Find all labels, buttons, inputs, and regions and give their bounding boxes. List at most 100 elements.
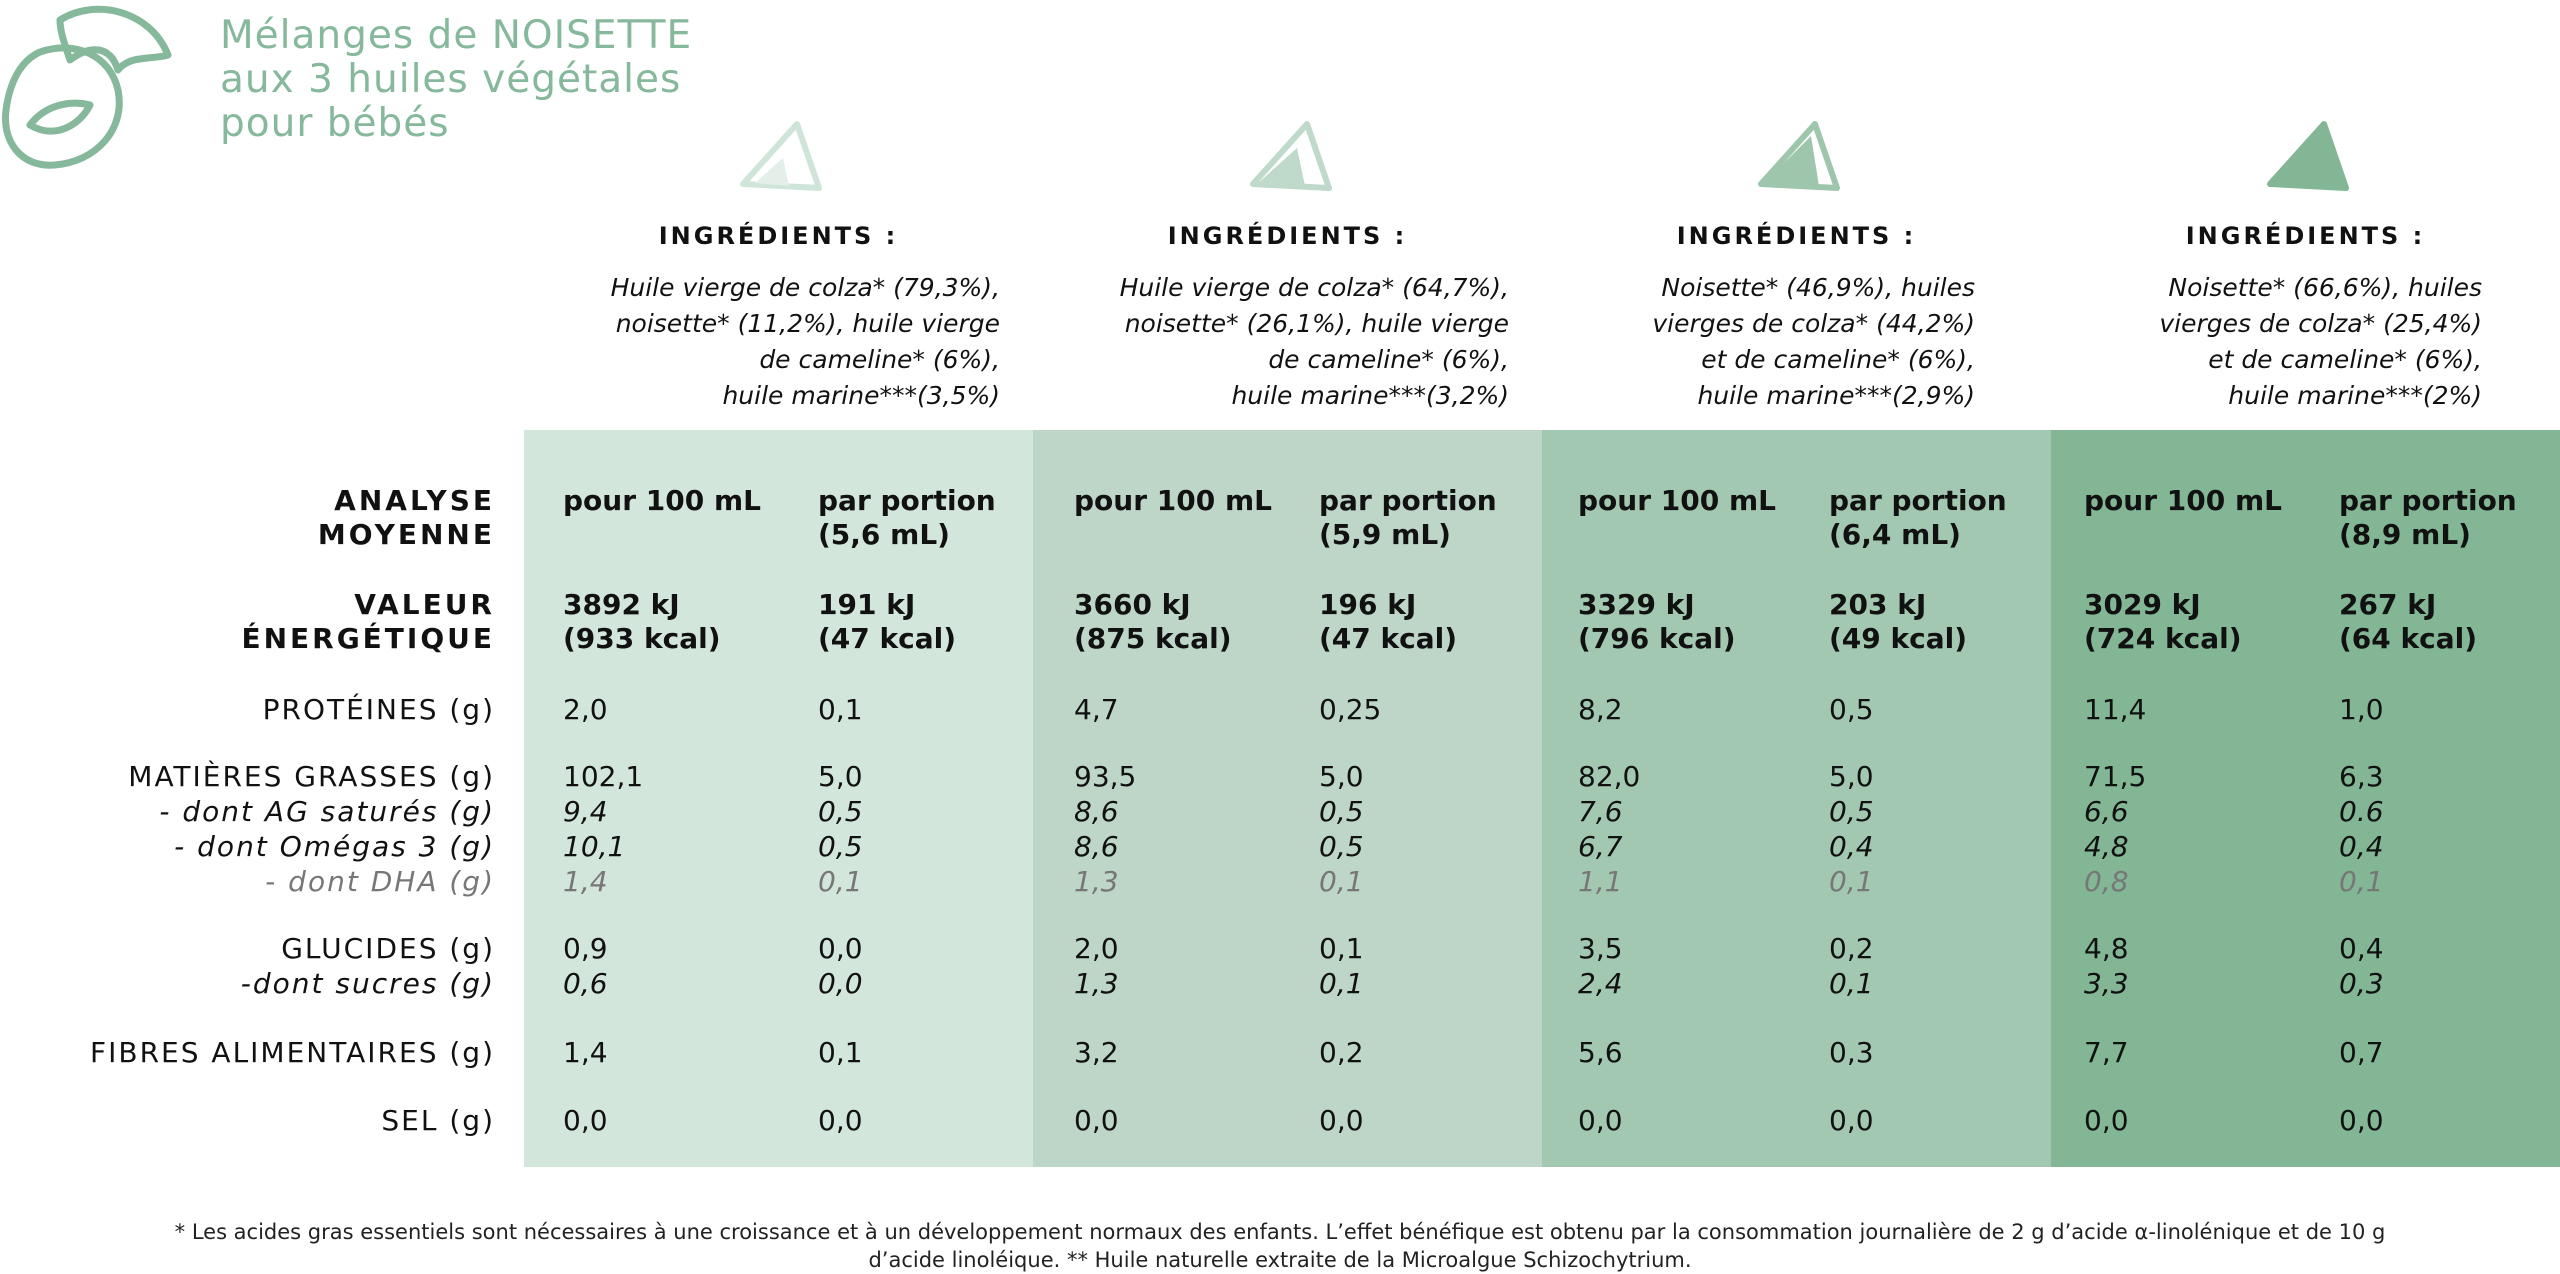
ingredients-line: vierges de colza* (25,4%)	[2159, 309, 2482, 338]
cell-energy2: (64 kcal)	[2339, 622, 2478, 655]
cell-sucres: 0,1	[1829, 967, 1874, 1000]
cell-dha: 1,3	[1074, 865, 1119, 898]
label-sucres: -dont sucres (g)	[240, 967, 495, 1000]
cell-energy2: (875 kcal)	[1074, 622, 1232, 655]
cell-sel: 0,0	[1074, 1104, 1119, 1137]
cell-fibres: 0,1	[818, 1036, 863, 1069]
cell-omegas: 6,7	[1578, 830, 1623, 863]
cell-satures: 8,6	[1074, 795, 1119, 828]
label-energie-1: VALEUR	[354, 588, 495, 621]
label-matieres-grasses: MATIÈRES GRASSES (g)	[128, 760, 495, 793]
cell-omegas: 0,4	[1829, 830, 1874, 863]
cell-satures: 9,4	[563, 795, 608, 828]
label-sel: SEL (g)	[381, 1104, 495, 1137]
ingredients-text-2: Huile vierge de colza* (64,7%), noisette…	[1120, 270, 1509, 414]
cell-head1: par portion	[818, 484, 996, 517]
cell-dha: 0,1	[2339, 865, 2384, 898]
cell-matieres: 6,3	[2339, 760, 2384, 793]
cell-energy2: (933 kcal)	[563, 622, 721, 655]
cell-proteines: 4,7	[1074, 693, 1119, 726]
cell-fibres: 1,4	[563, 1036, 608, 1069]
label-proteines: PROTÉINES (g)	[262, 693, 495, 726]
ingredients-line: Huile vierge de colza* (64,7%),	[1119, 273, 1509, 302]
product-1-column-bg	[524, 430, 1033, 1167]
cell-head2: (5,6 mL)	[818, 518, 950, 551]
cell-energy2: (49 kcal)	[1829, 622, 1968, 655]
cell-proteines: 0,1	[818, 693, 863, 726]
cell-glucides: 2,0	[1074, 932, 1119, 965]
cell-omegas: 0,5	[818, 830, 863, 863]
cell-glucides: 0,2	[1829, 932, 1874, 965]
ingredients-line: vierges de colza* (44,2%)	[1652, 309, 1975, 338]
ingredients-text-4: Noisette* (66,6%), huiles vierges de col…	[2159, 270, 2482, 414]
ingredients-line: noisette* (26,1%), huile vierge	[1124, 309, 1509, 338]
cell-fibres: 5,6	[1578, 1036, 1623, 1069]
cell-energy1: 3329 kJ	[1578, 588, 1695, 621]
cell-dha: 1,1	[1578, 865, 1623, 898]
cell-energy1: 3892 kJ	[563, 588, 680, 621]
cell-glucides: 0,0	[818, 932, 863, 965]
cell-glucides: 0,4	[2339, 932, 2384, 965]
cell-energy1: 3660 kJ	[1074, 588, 1191, 621]
ingredients-heading-1: INGRÉDIENTS :	[658, 222, 899, 250]
cell-sucres: 0,1	[1319, 967, 1364, 1000]
cell-matieres: 82,0	[1578, 760, 1641, 793]
cell-satures: 0.6	[2339, 795, 2384, 828]
product-2-column-bg	[1033, 430, 1542, 1167]
cell-glucides: 0,9	[563, 932, 608, 965]
ingredients-line: Huile vierge de colza* (79,3%),	[610, 273, 1000, 302]
label-dha: - dont DHA (g)	[265, 865, 495, 898]
ingredients-heading-3: INGRÉDIENTS :	[1676, 222, 1917, 250]
cell-head1: par portion	[2339, 484, 2517, 517]
cell-sucres: 0,0	[818, 967, 863, 1000]
ingredients-line: huile marine***(3,2%)	[1231, 381, 1509, 410]
level-1-triangle-icon	[740, 121, 822, 191]
cell-sucres: 0,3	[2339, 967, 2384, 1000]
label-omegas: - dont Omégas 3 (g)	[174, 830, 495, 863]
cell-energy2: (47 kcal)	[818, 622, 957, 655]
ingredients-line: Noisette* (66,6%), huiles	[2168, 273, 2482, 302]
cell-omegas: 0,5	[1319, 830, 1364, 863]
cell-sucres: 3,3	[2084, 967, 2129, 1000]
cell-sel: 0,0	[2084, 1104, 2129, 1137]
cell-dha: 0,8	[2084, 865, 2129, 898]
label-analyse-1: ANALYSE	[334, 484, 495, 517]
cell-energy1: 203 kJ	[1829, 588, 1927, 621]
cell-head1: par portion	[1829, 484, 2007, 517]
ingredients-line: et de cameline* (6%),	[2208, 345, 2482, 374]
title-line-3: pour bébés	[220, 101, 450, 146]
hazelnut-logo-icon	[1, 5, 172, 169]
label-fibres: FIBRES ALIMENTAIRES (g)	[90, 1036, 495, 1069]
cell-fibres: 0,2	[1319, 1036, 1364, 1069]
cell-head1: par portion	[1319, 484, 1497, 517]
ingredients-text-1: Huile vierge de colza* (79,3%), noisette…	[611, 270, 1000, 414]
cell-head1: pour 100 mL	[1578, 484, 1776, 517]
ingredients-line: huile marine***(2%)	[2228, 381, 2482, 410]
footnote-line-1: * Les acides gras essentiels sont nécess…	[174, 1220, 2386, 1244]
cell-fibres: 0,3	[1829, 1036, 1874, 1069]
footnote: * Les acides gras essentiels sont nécess…	[0, 1218, 2560, 1274]
product-3-column-bg	[1542, 430, 2051, 1167]
cell-omegas: 4,8	[2084, 830, 2129, 863]
cell-head2: (5,9 mL)	[1319, 518, 1451, 551]
cell-satures: 0,5	[1319, 795, 1364, 828]
ingredients-text-3: Noisette* (46,9%), huiles vierges de col…	[1652, 270, 1975, 414]
cell-sel: 0,0	[2339, 1104, 2384, 1137]
ingredients-line: Noisette* (46,9%), huiles	[1661, 273, 1975, 302]
cell-dha: 0,1	[818, 865, 863, 898]
page-title: Mélanges de NOISETTE aux 3 huiles végéta…	[220, 14, 692, 146]
cell-fibres: 7,7	[2084, 1036, 2129, 1069]
cell-omegas: 8,6	[1074, 830, 1119, 863]
cell-energy1: 3029 kJ	[2084, 588, 2201, 621]
ingredients-heading-4: INGRÉDIENTS :	[2185, 222, 2426, 250]
cell-dha: 1,4	[563, 865, 608, 898]
cell-energy1: 196 kJ	[1319, 588, 1417, 621]
cell-omegas: 0,4	[2339, 830, 2384, 863]
label-energie-2: ÉNERGÉTIQUE	[241, 622, 495, 655]
cell-matieres: 5,0	[1829, 760, 1874, 793]
cell-proteines: 8,2	[1578, 693, 1623, 726]
ingredients-line: et de cameline* (6%),	[1701, 345, 1975, 374]
cell-glucides: 0,1	[1319, 932, 1364, 965]
ingredients-line: huile marine***(3,5%)	[722, 381, 1000, 410]
product-4-column-bg	[2051, 430, 2560, 1167]
